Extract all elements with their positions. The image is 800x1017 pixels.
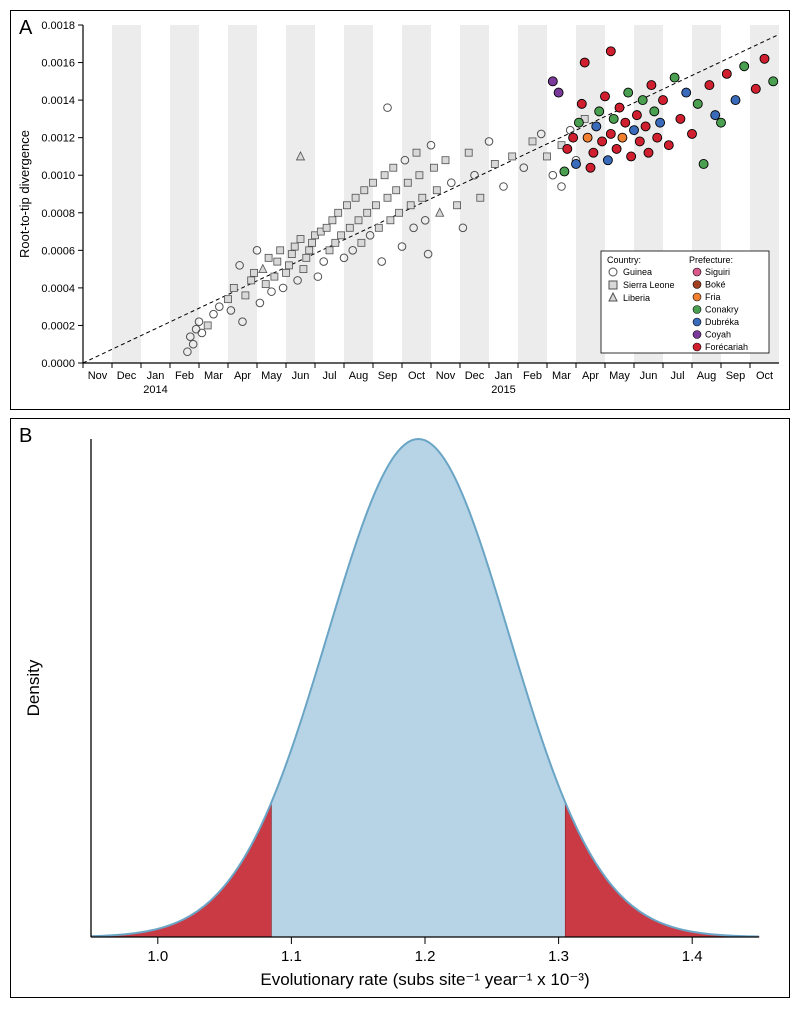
svg-text:Siguiri: Siguiri — [705, 267, 730, 277]
svg-text:May: May — [609, 370, 630, 382]
svg-text:Forécariah: Forécariah — [705, 342, 748, 352]
svg-text:1.0: 1.0 — [147, 948, 168, 965]
panel-b-label: B — [19, 425, 32, 448]
svg-text:Dec: Dec — [117, 370, 137, 382]
svg-text:Jan: Jan — [147, 370, 165, 382]
svg-text:0.0010: 0.0010 — [41, 170, 75, 182]
svg-text:Guinea: Guinea — [623, 267, 652, 277]
svg-text:0.0008: 0.0008 — [41, 208, 75, 220]
svg-text:Jul: Jul — [670, 370, 684, 382]
svg-text:0.0012: 0.0012 — [41, 133, 75, 145]
svg-text:Country:: Country: — [607, 255, 641, 265]
svg-text:2014: 2014 — [143, 384, 167, 396]
svg-text:Sep: Sep — [726, 370, 746, 382]
svg-text:Sierra Leone: Sierra Leone — [623, 280, 675, 290]
svg-text:Mar: Mar — [552, 370, 571, 382]
svg-text:Nov: Nov — [436, 370, 456, 382]
svg-text:1.2: 1.2 — [415, 948, 436, 965]
svg-text:Oct: Oct — [408, 370, 425, 382]
svg-text:Feb: Feb — [175, 370, 194, 382]
svg-text:1.4: 1.4 — [682, 948, 703, 965]
svg-text:0.0016: 0.0016 — [41, 58, 75, 70]
svg-text:1.3: 1.3 — [548, 948, 569, 965]
svg-text:0.0004: 0.0004 — [41, 283, 75, 295]
svg-text:Density: Density — [24, 659, 43, 716]
svg-text:Liberia: Liberia — [623, 293, 650, 303]
svg-text:Fria: Fria — [705, 292, 721, 302]
svg-text:1.1: 1.1 — [281, 948, 302, 965]
svg-text:Apr: Apr — [582, 370, 599, 382]
svg-text:Nov: Nov — [88, 370, 108, 382]
svg-text:Jun: Jun — [292, 370, 310, 382]
svg-text:Aug: Aug — [697, 370, 717, 382]
scatter-chart: 0.0000 0.0002 0.0004 0.0006 0.0008 0.0010 0.00… — [11, 11, 789, 409]
svg-text:0.0006: 0.0006 — [41, 245, 75, 257]
svg-text:Jan: Jan — [495, 370, 513, 382]
svg-text:Coyah: Coyah — [705, 330, 731, 340]
svg-text:2015: 2015 — [491, 384, 515, 396]
panel-b: B 1.0 1.1 1.2 1.3 1.4 Evolutionary rate (subs… — [10, 418, 790, 998]
svg-text:Evolutionary rate (subs site⁻¹: Evolutionary rate (subs site⁻¹ year⁻¹ x … — [260, 970, 589, 989]
svg-text:Aug: Aug — [349, 370, 369, 382]
svg-text:Jun: Jun — [640, 370, 658, 382]
panel-a-label: A — [19, 17, 32, 40]
svg-text:Oct: Oct — [756, 370, 773, 382]
panel-a: A 0.00000.00020.00040.00060.00080.00100.… — [10, 10, 790, 410]
svg-text:Conakry: Conakry — [705, 305, 739, 315]
svg-text:0.0000: 0.0000 — [41, 358, 75, 370]
svg-text:Apr: Apr — [234, 370, 251, 382]
svg-text:Prefecture:: Prefecture: — [689, 255, 733, 265]
svg-text:Sep: Sep — [378, 370, 398, 382]
svg-text:Root-to-tip divergence: Root-to-tip divergence — [17, 130, 32, 258]
svg-text:Jul: Jul — [322, 370, 336, 382]
svg-text:Dubréka: Dubréka — [705, 317, 739, 327]
svg-text:May: May — [261, 370, 282, 382]
svg-text:Mar: Mar — [204, 370, 223, 382]
density-chart: 1.0 1.1 1.2 1.3 1.4 Evolutionary rate (subs s… — [11, 419, 789, 997]
svg-text:0.0002: 0.0002 — [41, 320, 75, 332]
svg-text:Dec: Dec — [465, 370, 485, 382]
svg-text:Feb: Feb — [523, 370, 542, 382]
svg-text:Boké: Boké — [705, 280, 726, 290]
svg-text:0.0014: 0.0014 — [41, 95, 75, 107]
svg-text:0.0018: 0.0018 — [41, 20, 75, 32]
